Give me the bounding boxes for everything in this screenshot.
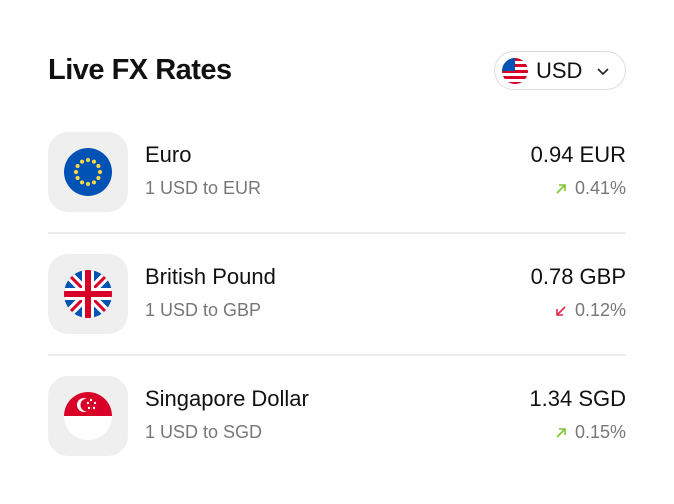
page-title: Live FX Rates [48,54,232,86]
arrow-up-right-icon [556,183,566,194]
sg-flag-icon [64,392,112,440]
us-flag-icon [502,57,528,84]
rate-value: 0.78 GBP [530,264,626,289]
conversion-label: 1 USD to SGD [145,422,263,442]
conversion-label: 1 USD to GBP [145,300,262,320]
conversion-label: 1 USD to EUR [145,178,262,198]
change-percent: 0.41% [574,178,626,198]
chevron-down-icon [597,67,610,75]
arrow-up-right-icon [556,427,566,438]
flag-tile [48,132,128,212]
rate-change: 0.15% [555,422,626,443]
gb-flag-icon [64,270,112,318]
currency-name: Singapore Dollar [145,386,309,411]
change-percent: 0.15% [574,422,626,442]
divider [48,232,626,234]
rate-value: 0.94 EUR [530,142,626,167]
rate-row-gbp[interactable]: British Pound 1 USD to GBP 0.78 GBP 0.12… [48,254,626,334]
flag-tile [48,254,128,334]
rate-row-eur[interactable]: Euro 1 USD to EUR 0.94 EUR 0.41% [48,132,626,212]
rate-change: 0.41% [555,178,626,199]
rate-value: 1.34 SGD [529,386,626,411]
currency-selector[interactable]: USD [494,51,626,90]
change-percent: 0.12% [574,300,626,320]
currency-code: USD [536,57,583,83]
arrow-down-left-icon [556,305,566,316]
rate-row-sgd[interactable]: Singapore Dollar 1 USD to SGD 1.34 SGD 0… [48,376,626,456]
flag-tile [48,376,128,456]
divider [48,354,626,356]
rate-change: 0.12% [555,300,626,321]
currency-name: Euro [145,142,192,167]
currency-name: British Pound [145,264,276,289]
eu-flag-icon [64,148,112,196]
